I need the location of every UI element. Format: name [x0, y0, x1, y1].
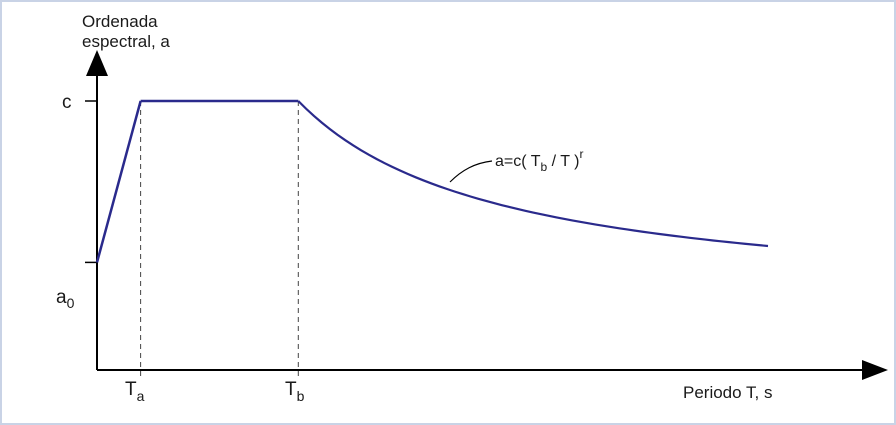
annotation-leader-line: [449, 160, 493, 183]
y-axis-label-line2: espectral, a: [82, 32, 170, 51]
formula-middle: / T ): [547, 153, 579, 170]
y-tick-label-c: c: [62, 92, 72, 113]
y-axis-label-line1: Ordenada: [82, 12, 158, 31]
y-tick-label-a0: a0: [56, 287, 75, 311]
series-decay-curve: [297, 100, 769, 248]
formula-sub: b: [541, 160, 548, 174]
formula-sup: r: [580, 147, 584, 161]
x-tick-label-ta-main: T: [125, 379, 137, 400]
x-tick-label-ta: Ta: [125, 379, 145, 404]
x-tick-label-tb: Tb: [285, 379, 305, 404]
y-tick-label-a0-sub: 0: [67, 295, 75, 311]
x-tick-label-ta-sub: a: [137, 388, 145, 404]
x-axis-label: Periodo T, s: [683, 383, 772, 402]
formula-annotation: a=c( Tb / T )r: [495, 147, 584, 174]
series-rising-segment: [95, 100, 142, 263]
y-tick-label-a0-main: a: [56, 287, 67, 308]
x-axis-arrow-icon: [862, 360, 888, 380]
x-tick-label-tb-sub: b: [297, 388, 305, 404]
y-axis-arrow-icon: [86, 50, 108, 76]
formula-prefix: a=c( T: [495, 153, 541, 170]
x-tick-label-tb-main: T: [285, 379, 297, 400]
